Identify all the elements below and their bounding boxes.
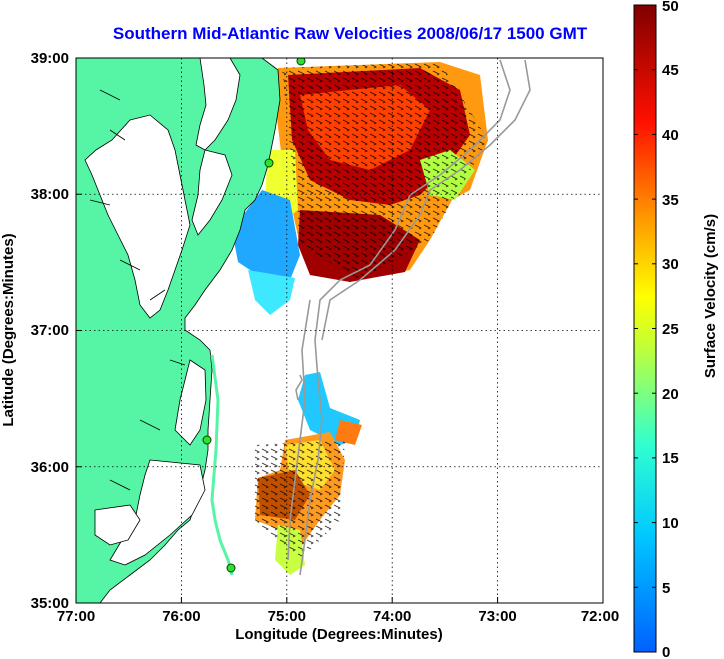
- colorbar-tick-label: 50: [662, 0, 679, 15]
- colorbar-tick-label: 45: [662, 62, 679, 79]
- radar-station-marker: [296, 58, 306, 66]
- bathymetry-contours: [287, 59, 531, 576]
- colorbar-tick-label: 10: [662, 515, 679, 532]
- y-tick-label: 39:00: [31, 50, 69, 67]
- radar-stations: [202, 58, 306, 573]
- y-tick-label: 38:00: [31, 186, 69, 203]
- colorbar-tick-label: 35: [662, 192, 679, 209]
- map-title: Southern Mid-Atlantic Raw Velocities 200…: [112, 24, 588, 43]
- colorbar-tick-label: 40: [662, 127, 679, 144]
- x-tick-label: 76:00: [162, 608, 200, 625]
- x-tick-label: 77:00: [57, 608, 95, 625]
- x-tick-label: 72:00: [581, 608, 619, 625]
- colorbar-label: Surface Velocity (cm/s): [702, 214, 719, 378]
- y-axis-label: Latitude (Degrees:Minutes): [0, 233, 17, 426]
- y-tick-label: 36:00: [31, 459, 69, 476]
- y-axis: 39:00 38:00 37:00 36:00 35:00 Latitude (…: [0, 50, 82, 612]
- velocity-field-south: [255, 372, 362, 575]
- radar-station-marker: [202, 435, 212, 445]
- colorbar-tick-label: 15: [662, 450, 679, 467]
- colorbar-tick-label: 20: [662, 386, 679, 403]
- x-axis: 77:00 76:00 75:00 74:00 73:00 72:00 Long…: [57, 597, 619, 643]
- graticule: [76, 58, 603, 603]
- x-axis-label: Longitude (Degrees:Minutes): [235, 626, 443, 643]
- x-tick-label: 75:00: [268, 608, 306, 625]
- y-tick-label: 37:00: [31, 322, 69, 339]
- radar-station-marker: [226, 563, 236, 573]
- radar-station-marker: [264, 158, 274, 168]
- y-tick-label: 35:00: [31, 595, 69, 612]
- colorbar-tick-label: 0: [662, 644, 670, 659]
- colorbar-tick-label: 5: [662, 580, 670, 597]
- x-tick-label: 73:00: [478, 608, 516, 625]
- x-tick-label: 74:00: [373, 608, 411, 625]
- colorbar: 50 45 40 35 30 25 20 15 10 5 0 Surface V…: [633, 0, 719, 659]
- colorbar-tick-label: 30: [662, 256, 679, 273]
- colorbar-tick-label: 25: [662, 321, 679, 338]
